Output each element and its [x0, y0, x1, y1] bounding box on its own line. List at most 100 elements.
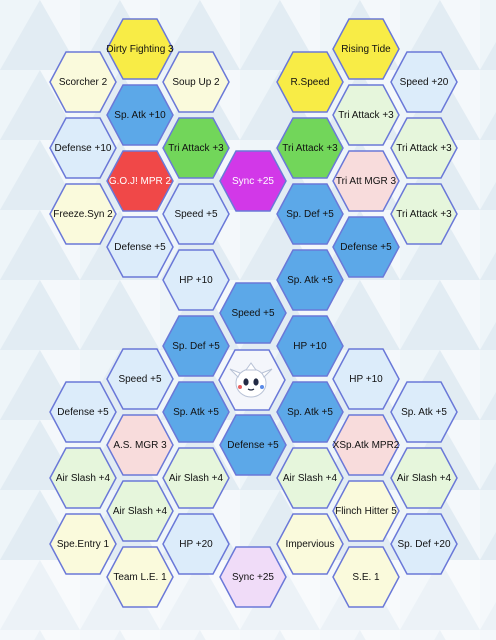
hex-shape	[162, 249, 230, 311]
tile-speed-5[interactable]: Speed +5	[162, 183, 230, 245]
tile-defense-5[interactable]: Defense +5	[332, 216, 400, 278]
tile-hp-10[interactable]: HP +10	[332, 348, 400, 410]
tile-defense-5[interactable]: Defense +5	[49, 381, 117, 443]
tile-xsp-atk-mpr[interactable]: XSp.Atk MPR2	[332, 414, 400, 476]
tile-air-slash[interactable]: Air Slash +4	[390, 447, 458, 509]
tile-spe-entry[interactable]: Spe.Entry 1	[49, 513, 117, 575]
tile-sync-25-locked[interactable]: Sync +25	[219, 546, 287, 608]
hex-shape	[162, 183, 230, 245]
tile-label: Dirty Fighting 3	[106, 43, 174, 55]
hex-shape	[106, 480, 174, 542]
tile-defense-5[interactable]: Defense +5	[106, 216, 174, 278]
tile-dirty-fighting[interactable]: Dirty Fighting 3	[106, 18, 174, 80]
tile-label: Sp. Def +5	[172, 340, 220, 352]
tile-sp-atk-5[interactable]: Sp. Atk +5	[390, 381, 458, 443]
tile-label: Air Slash +4	[112, 505, 168, 517]
tile-air-slash[interactable]: Air Slash +4	[49, 447, 117, 509]
hex-shape	[332, 18, 400, 80]
tile-label: Freeze.Syn 2	[53, 208, 113, 220]
tile-scorcher[interactable]: Scorcher 2	[49, 51, 117, 113]
tile-label: HP +10	[349, 373, 383, 385]
hex-shape	[106, 84, 174, 146]
tile-sp-atk-10[interactable]: Sp. Atk +10	[106, 84, 174, 146]
tile-goj-mpr[interactable]: G.O.J! MPR 2	[106, 150, 174, 212]
tile-label: HP +10	[179, 274, 213, 286]
tile-air-slash[interactable]: Air Slash +4	[276, 447, 344, 509]
hex-shape	[390, 513, 458, 575]
tile-tri-attack[interactable]: Tri Attack +3	[332, 84, 400, 146]
tile-label: Tri Attack +3	[338, 109, 394, 121]
hex-shape	[332, 480, 400, 542]
tile-label: Speed +5	[174, 208, 218, 220]
tile-speed-20[interactable]: Speed +20	[390, 51, 458, 113]
tile-label: Spe.Entry 1	[56, 538, 110, 550]
tile-tri-att-mgr[interactable]: Tri Att MGR 3	[332, 150, 400, 212]
tile-sp-def-5[interactable]: Sp. Def +5	[276, 183, 344, 245]
tile-label: Sp. Atk +5	[287, 406, 333, 418]
hex-shape	[219, 414, 287, 476]
tile-as-mgr[interactable]: A.S. MGR 3	[106, 414, 174, 476]
tile-se[interactable]: S.E. 1	[332, 546, 400, 608]
tile-defense-10[interactable]: Defense +10	[49, 117, 117, 179]
pokemon-portrait-icon[interactable]	[218, 349, 286, 411]
tile-hp-20[interactable]: HP +20	[162, 513, 230, 575]
tile-sp-atk-5[interactable]: Sp. Atk +5	[276, 249, 344, 311]
tile-label: XSp.Atk MPR2	[332, 439, 400, 451]
tile-impervious[interactable]: Impervious	[276, 513, 344, 575]
tile-tri-attack[interactable]: Tri Attack +3	[162, 117, 230, 179]
tile-label: Defense +5	[114, 241, 166, 253]
tile-label: Air Slash +4	[55, 472, 111, 484]
tile-tri-attack[interactable]: Tri Attack +3	[390, 117, 458, 179]
hex-shape	[332, 546, 400, 608]
hex-shape	[276, 51, 344, 113]
tile-label: Sp. Atk +10	[114, 109, 166, 121]
tile-label: Soup Up 2	[172, 76, 220, 88]
tile-speed-5[interactable]: Speed +5	[106, 348, 174, 410]
tile-rising-tide[interactable]: Rising Tide	[332, 18, 400, 80]
tile-r-speed[interactable]: R.Speed	[276, 51, 344, 113]
tile-speed-5[interactable]: Speed +5	[219, 282, 287, 344]
tile-sync-25[interactable]: Sync +25	[219, 150, 287, 212]
hex-shape	[106, 414, 174, 476]
tile-label: Speed +5	[231, 307, 275, 319]
tile-sp-atk-5[interactable]: Sp. Atk +5	[162, 381, 230, 443]
hex-shape	[332, 348, 400, 410]
tile-label: Tri Attack +3	[282, 142, 338, 154]
tile-freeze-syn[interactable]: Freeze.Syn 2	[49, 183, 117, 245]
hex-shape	[106, 546, 174, 608]
tile-label: Rising Tide	[341, 43, 391, 55]
tile-team-le[interactable]: Team L.E. 1	[106, 546, 174, 608]
tile-air-slash[interactable]: Air Slash +4	[106, 480, 174, 542]
tile-label: Tri Attack +3	[396, 142, 452, 154]
tile-sp-def-20[interactable]: Sp. Def +20	[390, 513, 458, 575]
hex-shape	[106, 216, 174, 278]
tile-hp-10[interactable]: HP +10	[276, 315, 344, 377]
hex-shape	[219, 150, 287, 212]
hex-shape	[276, 381, 344, 443]
tile-defense-5[interactable]: Defense +5	[219, 414, 287, 476]
hex-shape	[390, 51, 458, 113]
hex-shape	[390, 117, 458, 179]
hex-shape	[162, 117, 230, 179]
tile-air-slash[interactable]: Air Slash +4	[162, 447, 230, 509]
tile-label: HP +10	[293, 340, 327, 352]
hex-shape	[276, 513, 344, 575]
tile-tri-attack[interactable]: Tri Attack +3	[276, 117, 344, 179]
tile-hp-10[interactable]: HP +10	[162, 249, 230, 311]
tile-flinch-hitter[interactable]: Flinch Hitter 5	[332, 480, 400, 542]
tile-label: Tri Att MGR 3	[335, 175, 397, 187]
hex-shape	[106, 348, 174, 410]
tile-label: Sp. Atk +5	[287, 274, 333, 286]
tile-sp-def-5[interactable]: Sp. Def +5	[162, 315, 230, 377]
tile-label: HP +20	[179, 538, 213, 550]
hex-shape	[390, 183, 458, 245]
tile-label: Team L.E. 1	[113, 571, 167, 583]
tile-soup-up[interactable]: Soup Up 2	[162, 51, 230, 113]
tile-label: Sp. Def +5	[286, 208, 334, 220]
tile-tri-attack[interactable]: Tri Attack +3	[390, 183, 458, 245]
tile-label: Air Slash +4	[396, 472, 452, 484]
tile-sp-atk-5[interactable]: Sp. Atk +5	[276, 381, 344, 443]
tile-label: Defense +10	[54, 142, 112, 154]
tile-label: Defense +5	[340, 241, 392, 253]
